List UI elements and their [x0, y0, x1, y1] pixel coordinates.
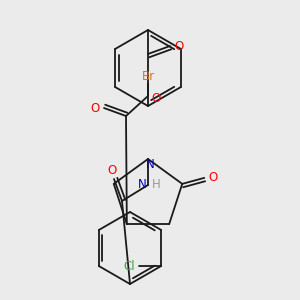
Text: N: N [138, 178, 146, 191]
Text: O: O [174, 40, 184, 52]
Text: O: O [208, 171, 218, 184]
Text: Br: Br [141, 70, 154, 83]
Text: O: O [152, 92, 160, 104]
Text: N: N [146, 158, 154, 172]
Text: H: H [152, 178, 160, 191]
Text: O: O [90, 101, 100, 115]
Text: O: O [107, 164, 117, 178]
Text: Cl: Cl [123, 260, 135, 272]
